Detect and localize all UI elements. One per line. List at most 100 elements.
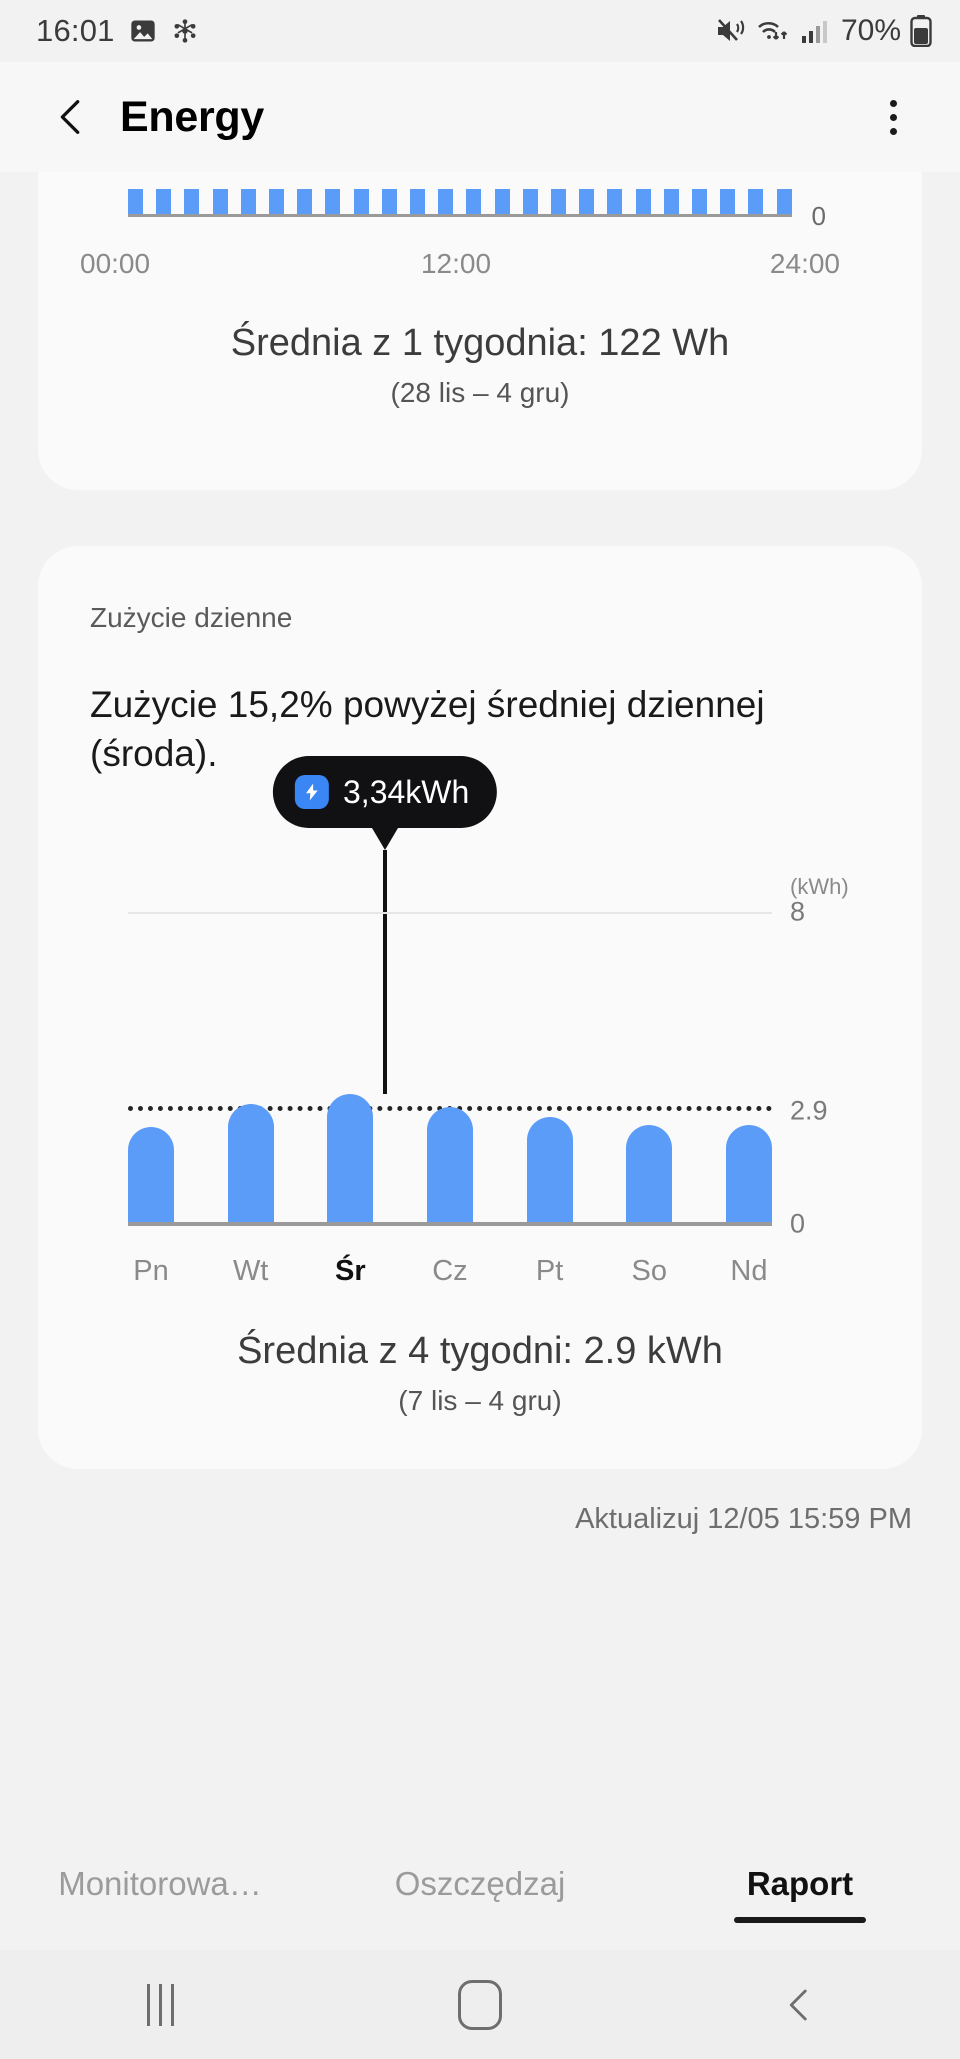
- overflow-menu-icon[interactable]: [870, 94, 916, 140]
- bar-slot[interactable]: [227, 912, 274, 1225]
- gridline-8: [128, 912, 772, 915]
- bar-slot[interactable]: [526, 912, 573, 1225]
- page-title: Energy: [120, 92, 264, 141]
- hourly-tick-24: 24:00: [769, 248, 840, 279]
- tooltip-value: 3,34kWh: [343, 773, 470, 810]
- hourly-bar: [297, 189, 313, 215]
- weekly-average-text: Średnia z 1 tygodnia: 122 Wh: [230, 322, 730, 364]
- y-label-8: 8: [790, 896, 806, 927]
- signal-icon: [801, 18, 829, 44]
- hourly-tick-12: 12:00: [420, 248, 492, 279]
- x-label-Pn[interactable]: Pn: [133, 1255, 169, 1288]
- hourly-bar: [240, 189, 256, 215]
- snowflake-icon: [171, 17, 199, 45]
- hourly-bar: [410, 189, 426, 215]
- tab-oszczedzaj[interactable]: Oszczędzaj: [394, 1865, 566, 1902]
- bar-Wt[interactable]: [227, 1103, 274, 1225]
- bar-slot[interactable]: [626, 912, 673, 1225]
- hourly-bar: [184, 189, 200, 215]
- hourly-bar: [494, 189, 510, 215]
- bar-Pn[interactable]: [128, 1126, 174, 1225]
- hourly-bar: [748, 189, 764, 215]
- hourly-bar: [522, 189, 538, 215]
- tab-raport[interactable]: Raport: [640, 1865, 960, 1903]
- y-label-0: 0: [790, 1208, 806, 1239]
- bar-Śr[interactable]: [327, 1094, 374, 1225]
- x-label-Cz[interactable]: Cz: [432, 1255, 468, 1288]
- status-time: 16:01: [36, 13, 115, 48]
- battery-icon: [910, 15, 932, 47]
- card-spacer: [0, 490, 960, 546]
- weekly-average-block: Średnia z 1 tygodnia: 122 Wh (28 lis – 4…: [38, 322, 922, 409]
- android-nav-bar: [0, 1950, 960, 2059]
- back-icon[interactable]: [640, 1984, 960, 2026]
- home-icon[interactable]: [320, 1979, 640, 2030]
- daily-energy-card: Zużycie dzienne Zużycie 15,2% powyżej śr…: [38, 546, 922, 1470]
- hourly-bar: [269, 189, 285, 215]
- daily-section-label: Zużycie dzienne: [90, 602, 293, 633]
- hourly-tick-0: 00:00: [80, 248, 151, 279]
- bar-slot[interactable]: [426, 912, 473, 1225]
- bar-slot[interactable]: [128, 912, 174, 1225]
- y-label-average: 2.9: [790, 1095, 828, 1126]
- hourly-bar: [128, 189, 143, 215]
- hourly-bar: [607, 189, 623, 215]
- daily-bar-chart: 3,34kWh (kWh) 8 2.9 0 Pn Wt Śr Cz Pt So Nd: [38, 756, 922, 1296]
- x-label-So[interactable]: So: [631, 1255, 668, 1288]
- status-bar: 16:01: [0, 0, 960, 62]
- hourly-bar: [776, 189, 792, 215]
- wifi-icon: [756, 16, 792, 46]
- battery-percent: 70%: [840, 14, 901, 47]
- hourly-bar: [663, 189, 679, 215]
- recents-icon[interactable]: [0, 1983, 320, 2026]
- tooltip-tail: [372, 828, 399, 851]
- bar-So[interactable]: [626, 1124, 673, 1225]
- app-bar: Energy: [0, 62, 960, 172]
- plot-area: (kWh) 8 2.9 0: [128, 874, 849, 1239]
- x-axis-labels: Pn Wt Śr Cz Pt So Nd: [128, 1255, 772, 1288]
- hourly-bar: [635, 189, 651, 215]
- hourly-bar: [579, 189, 595, 215]
- status-bar-right: 70%: [715, 14, 932, 48]
- hourly-bar: [438, 189, 454, 215]
- x-label-Śr[interactable]: Śr: [334, 1255, 366, 1288]
- x-label-Wt[interactable]: Wt: [232, 1255, 269, 1288]
- bolt-icon: [295, 775, 329, 810]
- hourly-zero-label: 0: [811, 201, 826, 231]
- hourly-bars: [128, 189, 792, 215]
- update-timestamp[interactable]: Aktualizuj 12/05 15:59 PM: [575, 1503, 912, 1536]
- axis-baseline: [128, 1222, 772, 1227]
- hourly-axis-line: [128, 214, 792, 217]
- weekly-energy-card: 0 00:00 12:00 24:00 Średnia z 1 tygodnia…: [38, 172, 922, 490]
- daily-average-range: (7 lis – 4 gru): [398, 1385, 562, 1417]
- x-label-Pt[interactable]: Pt: [535, 1255, 564, 1288]
- bar-slot[interactable]: [327, 912, 374, 1225]
- daily-average-text: Średnia z 4 tygodni: 2.9 kWh: [237, 1330, 723, 1373]
- bar-Pt[interactable]: [526, 1117, 573, 1225]
- hourly-chart: 0: [86, 172, 874, 242]
- hourly-bar: [156, 189, 172, 215]
- hourly-bar: [466, 189, 482, 215]
- bar-Cz[interactable]: [426, 1107, 473, 1225]
- hourly-bar: [551, 189, 567, 215]
- tooltip-stem: [383, 850, 388, 1095]
- mute-vibrate-icon: [715, 16, 747, 46]
- x-label-Nd[interactable]: Nd: [730, 1255, 768, 1288]
- scroll-content: 0 00:00 12:00 24:00 Średnia z 1 tygodnia…: [0, 172, 960, 1537]
- hourly-bar: [692, 189, 708, 215]
- daily-average-block: Średnia z 4 tygodni: 2.9 kWh (7 lis – 4 …: [38, 1330, 922, 1417]
- weekly-average-range: (28 lis – 4 gru): [390, 377, 570, 408]
- hourly-bar: [381, 189, 397, 215]
- hourly-tick-labels: 00:00 12:00 24:00: [80, 248, 840, 288]
- back-icon[interactable]: [48, 94, 94, 140]
- value-tooltip[interactable]: 3,34kWh: [273, 756, 498, 829]
- bar-slot[interactable]: [725, 912, 772, 1225]
- bottom-tab-bar: Monitorowa… Oszczędzaj Raport: [0, 1818, 960, 1950]
- bar-group: [128, 912, 772, 1225]
- status-bar-left: 16:01: [36, 13, 199, 49]
- hourly-bar: [720, 189, 736, 215]
- image-icon: [129, 17, 157, 45]
- tab-monitoruj[interactable]: Monitorowa…: [58, 1865, 262, 1902]
- daily-headline: Zużycie 15,2% powyżej średniej dziennej …: [90, 684, 765, 775]
- bar-Nd[interactable]: [725, 1124, 772, 1225]
